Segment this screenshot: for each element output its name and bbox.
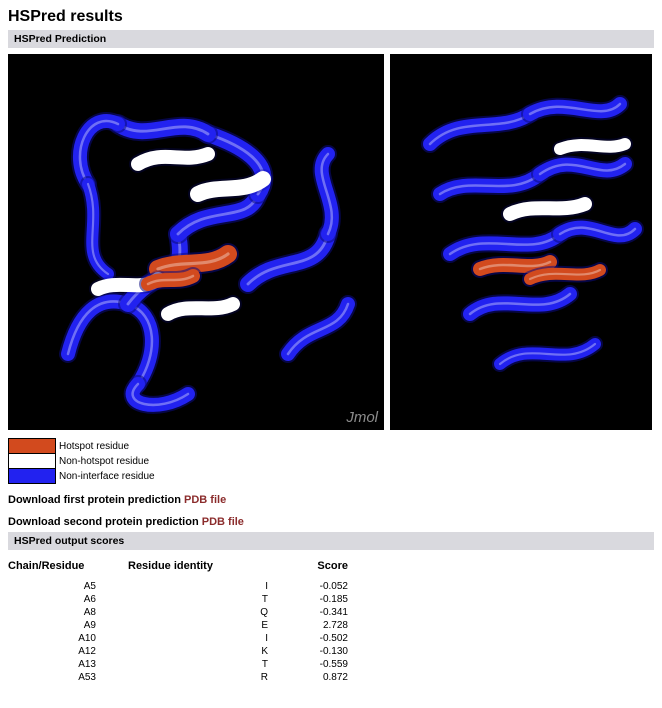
scores-col-residue: Residue identity bbox=[128, 556, 278, 580]
cell-chain: A10 bbox=[8, 632, 128, 645]
download-second-text: Download second protein prediction bbox=[8, 516, 199, 528]
table-row: A9E2.728 bbox=[8, 619, 348, 632]
legend-row: Hotspot residue bbox=[9, 439, 156, 454]
legend: Hotspot residueNon-hotspot residueNon-in… bbox=[8, 438, 156, 484]
legend-swatch bbox=[9, 454, 56, 469]
table-row: A5I-0.052 bbox=[8, 580, 348, 593]
cell-residue: E bbox=[128, 619, 278, 632]
cell-score: 2.728 bbox=[278, 619, 348, 632]
jmol-label: Jmol bbox=[346, 409, 378, 426]
cell-score: 0.872 bbox=[278, 671, 348, 684]
table-row: A13T-0.559 bbox=[8, 658, 348, 671]
download-second-link[interactable]: PDB file bbox=[202, 516, 244, 528]
cell-score: -0.502 bbox=[278, 632, 348, 645]
cell-chain: A6 bbox=[8, 593, 128, 606]
section-header-prediction: HSPred Prediction bbox=[8, 30, 654, 48]
cell-chain: A13 bbox=[8, 658, 128, 671]
cell-chain: A8 bbox=[8, 606, 128, 619]
scores-table: Chain/Residue Residue identity Score A5I… bbox=[8, 556, 348, 684]
cell-residue: Q bbox=[128, 606, 278, 619]
cell-residue: R bbox=[128, 671, 278, 684]
cell-residue: T bbox=[128, 658, 278, 671]
protein-viewer-left[interactable]: Jmol bbox=[8, 54, 384, 430]
table-row: A8Q-0.341 bbox=[8, 606, 348, 619]
legend-label: Non-interface residue bbox=[56, 469, 156, 484]
cell-residue: T bbox=[128, 593, 278, 606]
cell-score: -0.052 bbox=[278, 580, 348, 593]
cell-score: -0.341 bbox=[278, 606, 348, 619]
section-header-scores: HSPred output scores bbox=[8, 532, 654, 550]
table-row: A12K-0.130 bbox=[8, 645, 348, 658]
cell-chain: A9 bbox=[8, 619, 128, 632]
cell-score: -0.130 bbox=[278, 645, 348, 658]
protein-ribbon-right bbox=[390, 54, 652, 430]
protein-ribbon-left bbox=[8, 54, 384, 430]
legend-row: Non-interface residue bbox=[9, 469, 156, 484]
scores-col-chain: Chain/Residue bbox=[8, 556, 128, 580]
cell-chain: A12 bbox=[8, 645, 128, 658]
table-row: A6T-0.185 bbox=[8, 593, 348, 606]
legend-swatch bbox=[9, 469, 56, 484]
protein-viewer-right[interactable] bbox=[390, 54, 652, 430]
page-title: HSPred results bbox=[8, 8, 654, 26]
download-first-text: Download first protein prediction bbox=[8, 494, 181, 506]
cell-residue: I bbox=[128, 580, 278, 593]
legend-row: Non-hotspot residue bbox=[9, 454, 156, 469]
legend-label: Non-hotspot residue bbox=[56, 454, 156, 469]
table-row: A53R0.872 bbox=[8, 671, 348, 684]
cell-score: -0.185 bbox=[278, 593, 348, 606]
cell-chain: A53 bbox=[8, 671, 128, 684]
viewer-row: Jmol bbox=[8, 54, 654, 430]
download-first-link[interactable]: PDB file bbox=[184, 494, 226, 506]
cell-score: -0.559 bbox=[278, 658, 348, 671]
scores-col-score: Score bbox=[278, 556, 348, 580]
legend-label: Hotspot residue bbox=[56, 439, 156, 454]
table-row: A10I-0.502 bbox=[8, 632, 348, 645]
cell-residue: K bbox=[128, 645, 278, 658]
cell-chain: A5 bbox=[8, 580, 128, 593]
download-second-line: Download second protein prediction PDB f… bbox=[8, 516, 654, 528]
legend-swatch bbox=[9, 439, 56, 454]
download-first-line: Download first protein prediction PDB fi… bbox=[8, 494, 654, 506]
cell-residue: I bbox=[128, 632, 278, 645]
